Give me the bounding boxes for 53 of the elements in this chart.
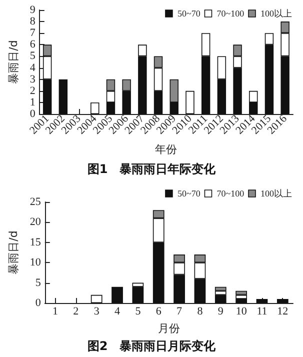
y-tick-label: 3 bbox=[30, 73, 36, 86]
legend-label: 100以上 bbox=[260, 188, 292, 198]
bar bbox=[90, 102, 100, 114]
legend-label: 50~70 bbox=[177, 188, 201, 198]
x-tick-label: 6 bbox=[156, 306, 162, 318]
y-tick-label: 0 bbox=[35, 297, 42, 309]
bar bbox=[214, 286, 226, 291]
bar bbox=[132, 286, 144, 303]
bar bbox=[236, 294, 247, 299]
y-tick-label: 9 bbox=[30, 4, 36, 16]
x-axis-title: 月份 bbox=[158, 322, 180, 335]
y-tick-label: 8 bbox=[30, 16, 36, 28]
y-axis-title: 暴雨日/d bbox=[7, 40, 20, 84]
legend-label: 50~70 bbox=[177, 8, 201, 18]
y-tick-label: 2 bbox=[30, 84, 36, 97]
bar bbox=[276, 298, 288, 303]
y-tick-label: 4 bbox=[30, 62, 36, 74]
bar bbox=[256, 298, 268, 303]
y-tick-label: 20 bbox=[30, 216, 42, 228]
x-tick-label: 2 bbox=[73, 306, 79, 318]
text: 图2 暴雨雨日月际变化 bbox=[87, 339, 217, 353]
bar bbox=[236, 290, 247, 295]
y-axis-title: 暴雨日/d bbox=[7, 230, 20, 274]
bar bbox=[90, 294, 102, 303]
x-axis-title: 年份 bbox=[155, 143, 178, 156]
y-tick-label: 25 bbox=[30, 196, 42, 208]
x-tick-label: 3 bbox=[94, 306, 100, 318]
y-tick-label: 15 bbox=[30, 236, 42, 248]
x-tick-label: 5 bbox=[135, 306, 142, 318]
legend-label: 100以上 bbox=[260, 8, 292, 18]
x-tick-label: 12 bbox=[277, 306, 288, 318]
y-tick-label: 1 bbox=[30, 96, 36, 108]
x-tick-label: 11 bbox=[256, 306, 268, 318]
y-tick-label: 5 bbox=[30, 50, 36, 62]
y-tick-label: 5 bbox=[35, 276, 42, 289]
x-tick-label: 1 bbox=[52, 306, 58, 318]
bar bbox=[236, 298, 247, 303]
y-tick-label: 7 bbox=[30, 27, 36, 40]
y-tick-label: 6 bbox=[30, 38, 36, 51]
x-tick-label: 8 bbox=[197, 306, 204, 318]
y-tick-label: 10 bbox=[30, 256, 42, 269]
bar bbox=[112, 286, 123, 303]
x-tick-label: 9 bbox=[218, 306, 224, 318]
bar bbox=[58, 79, 68, 114]
bar bbox=[214, 294, 226, 303]
legend-label: 70~100 bbox=[216, 8, 245, 18]
text: 图1 暴雨雨日年际变化 bbox=[87, 162, 217, 176]
x-tick-label: 4 bbox=[114, 306, 121, 318]
x-tick-label: 10 bbox=[236, 306, 248, 318]
x-tick-label: 7 bbox=[176, 306, 183, 318]
y-tick-label: 0 bbox=[30, 108, 36, 120]
bar bbox=[186, 90, 194, 114]
legend-label: 70~100 bbox=[216, 188, 245, 198]
